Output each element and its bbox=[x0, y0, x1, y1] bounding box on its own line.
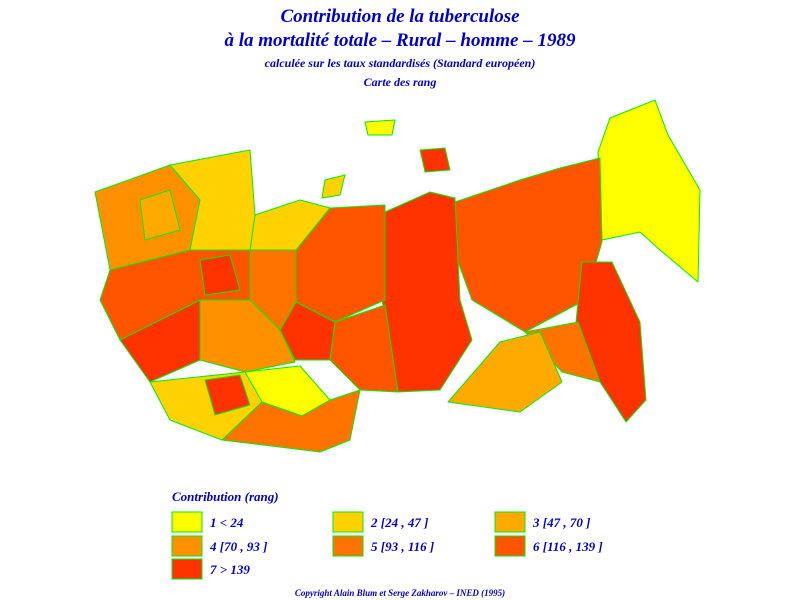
legend-label: 4 [70 , 93 ] bbox=[209, 539, 267, 554]
legend-label: 7 > 139 bbox=[210, 562, 250, 577]
legend: 1 < 24 2 [24 , 47 ] 3 [47 , 70 ] 4 [70 , 93… bbox=[171, 511, 603, 580]
subtitle: à la mortalité totale – Rural – homme – … bbox=[225, 30, 576, 51]
legend-swatch bbox=[494, 535, 526, 557]
legend-swatch bbox=[332, 535, 364, 557]
region bbox=[139, 189, 181, 241]
legend-label: 2 [24 , 47 ] bbox=[370, 515, 428, 530]
legend-swatch bbox=[171, 558, 203, 580]
region bbox=[419, 147, 451, 173]
region bbox=[249, 199, 331, 251]
legend-title: Contribution (rang) bbox=[172, 489, 279, 504]
legend-label: 5 [93 , 116 ] bbox=[371, 539, 434, 554]
region bbox=[575, 261, 647, 423]
legend-swatch bbox=[171, 511, 203, 533]
legend-swatch bbox=[494, 511, 526, 533]
legend-swatch bbox=[171, 535, 203, 557]
copyright: Copyright Alain Blum et Serge Zakharov –… bbox=[295, 588, 505, 598]
map bbox=[94, 99, 701, 453]
region bbox=[597, 99, 701, 283]
note: calculée sur les taux standardisés (Stan… bbox=[265, 56, 536, 70]
region bbox=[321, 174, 346, 199]
region bbox=[364, 119, 396, 136]
legend-label: 3 [47 , 70 ] bbox=[532, 515, 590, 530]
legend-swatch bbox=[332, 511, 364, 533]
region bbox=[447, 331, 563, 413]
title: Contribution de la tuberculose bbox=[280, 6, 520, 27]
region bbox=[221, 389, 361, 453]
legend-label: 6 [116 , 139 ] bbox=[533, 539, 603, 554]
region bbox=[204, 374, 251, 416]
region bbox=[199, 254, 241, 296]
map-title: Carte des rang bbox=[364, 75, 437, 89]
legend-label: 1 < 24 bbox=[210, 515, 244, 530]
